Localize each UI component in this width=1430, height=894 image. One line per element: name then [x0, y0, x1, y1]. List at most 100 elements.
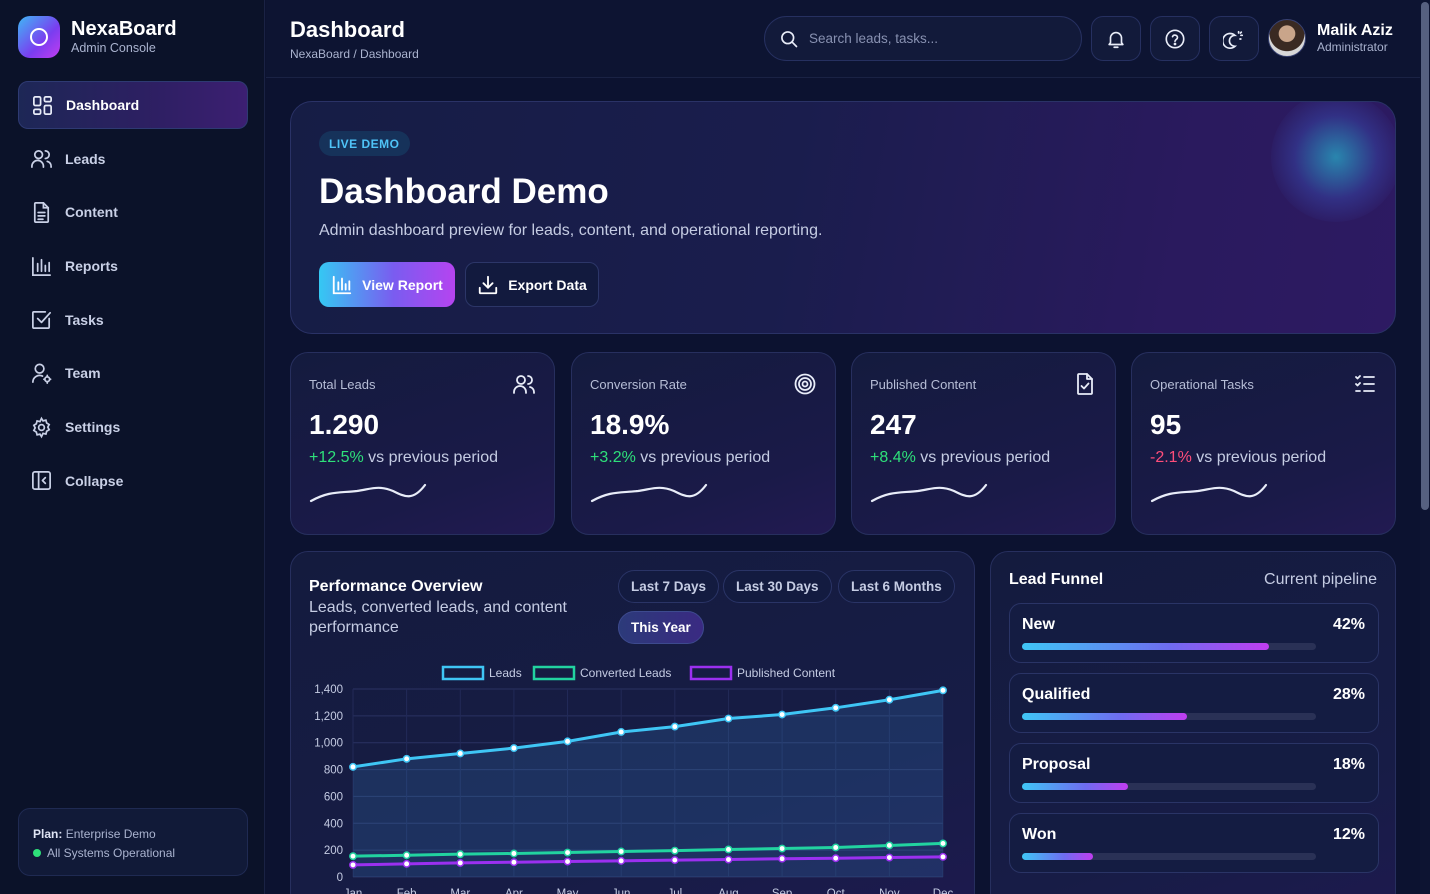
live-demo-badge: LIVE DEMO — [319, 131, 410, 156]
sidebar-item-dashboard[interactable]: Dashboard — [18, 81, 248, 129]
file-check-icon — [1077, 373, 1093, 395]
funnel-stage-proposal[interactable]: Proposal 18% — [1009, 743, 1379, 803]
sparkline — [870, 483, 988, 503]
data-point — [509, 744, 518, 753]
sidebar-item-team[interactable]: Team — [18, 349, 248, 397]
x-tick-label: Nov — [879, 888, 900, 894]
data-point — [724, 855, 733, 864]
range-this-year[interactable]: This Year — [618, 611, 704, 644]
sidebar-item-label: Content — [65, 204, 118, 221]
user-menu[interactable]: Malik Aziz Administrator — [1268, 19, 1393, 57]
view-report-label: View Report — [362, 276, 443, 293]
stat-card-operational-tasks[interactable]: Operational Tasks 95 -2.1% vs previous p… — [1131, 352, 1396, 535]
theme-toggle-button[interactable] — [1209, 16, 1259, 61]
x-tick-label: Sep — [772, 888, 792, 894]
x-tick-label: Dec — [933, 888, 954, 894]
stage-progress-fill — [1022, 713, 1187, 720]
stat-label: Total Leads — [309, 377, 376, 392]
search-input[interactable] — [809, 31, 1059, 46]
data-point — [349, 762, 357, 771]
sidebar-item-content[interactable]: Content — [18, 188, 248, 236]
search-icon — [781, 30, 798, 47]
scrollbar-thumb[interactable] — [1421, 2, 1429, 510]
range-last-6-months[interactable]: Last 6 Months — [838, 570, 955, 603]
data-point — [724, 714, 733, 723]
download-icon — [479, 275, 498, 294]
stage-progress-track — [1022, 783, 1316, 790]
sidebar-item-tasks[interactable]: Tasks — [18, 296, 248, 344]
stat-change-value: +12.5% — [309, 449, 364, 466]
export-data-label: Export Data — [508, 276, 587, 293]
stat-change-value: -2.1% — [1150, 449, 1192, 466]
target-icon — [794, 373, 816, 395]
sidebar-item-label: Tasks — [65, 311, 104, 328]
y-tick-label: 600 — [324, 791, 343, 803]
topbar: Dashboard NexaBoard / Dashboard Malik Az… — [266, 0, 1420, 78]
sidebar-nav: Dashboard Leads Content Reports Tasks Te… — [18, 81, 248, 511]
bar-chart-icon — [333, 275, 352, 294]
data-point — [617, 856, 626, 865]
stat-card-published-content[interactable]: Published Content 247 +8.4% vs previous … — [851, 352, 1116, 535]
y-tick-label: 1,400 — [314, 684, 343, 696]
plan-label: Plan: — [33, 827, 63, 841]
search-box[interactable] — [764, 16, 1082, 61]
stage-name: Won — [1022, 826, 1057, 843]
status-dot-icon — [33, 849, 41, 857]
stat-change-value: +3.2% — [590, 449, 636, 466]
funnel-stage-new[interactable]: New 42% — [1009, 603, 1379, 663]
stat-value: 247 — [870, 409, 917, 440]
data-point — [670, 856, 679, 865]
range-last-30-days[interactable]: Last 30 Days — [723, 570, 832, 603]
export-data-button[interactable]: Export Data — [465, 262, 599, 307]
x-tick-label: Mar — [450, 888, 470, 894]
legend-swatch — [532, 665, 576, 681]
funnel-stage-qualified[interactable]: Qualified 28% — [1009, 673, 1379, 733]
data-point — [402, 851, 411, 860]
data-point — [831, 843, 840, 852]
help-button[interactable] — [1150, 16, 1200, 61]
data-point — [831, 703, 840, 712]
sidebar-item-label: Settings — [65, 419, 121, 436]
stage-progress-fill — [1022, 783, 1128, 790]
sidebar-item-reports[interactable]: Reports — [18, 242, 248, 290]
view-report-button[interactable]: View Report — [319, 262, 455, 307]
data-point — [885, 853, 894, 862]
data-point — [670, 846, 679, 855]
stage-name: Proposal — [1022, 756, 1091, 773]
stage-progress-fill — [1022, 643, 1269, 650]
stage-progress-track — [1022, 713, 1316, 720]
sidebar-collapse-icon — [32, 471, 51, 491]
sidebar-item-leads[interactable]: Leads — [18, 135, 248, 183]
y-tick-label: 400 — [324, 818, 343, 830]
data-point — [885, 695, 894, 704]
help-icon — [1165, 28, 1185, 49]
stage-percent: 12% — [1332, 826, 1365, 843]
data-point — [563, 737, 572, 746]
data-point — [939, 839, 947, 848]
series-line — [352, 841, 944, 858]
legend-label: Leads — [489, 666, 522, 680]
sidebar-item-collapse[interactable]: Collapse — [18, 457, 248, 505]
stage-percent: 18% — [1332, 756, 1365, 773]
data-point — [456, 749, 465, 758]
data-point — [885, 841, 894, 850]
breadcrumb: NexaBoard / Dashboard — [290, 47, 419, 61]
stat-card-total-leads[interactable]: Total Leads 1.290 +12.5% vs previous per… — [290, 352, 555, 535]
sidebar-item-settings[interactable]: Settings — [18, 403, 248, 451]
system-status-text: All Systems Operational — [47, 846, 176, 860]
notifications-button[interactable] — [1091, 16, 1141, 61]
y-tick-label: 1,200 — [314, 711, 343, 723]
legend-label: Converted Leads — [580, 666, 671, 680]
data-point — [939, 686, 947, 695]
stat-change: -2.1% vs previous period — [1150, 449, 1326, 467]
brand-name: NexaBoard — [71, 18, 177, 40]
stage-progress-track — [1022, 643, 1316, 650]
range-last-7-days[interactable]: Last 7 Days — [618, 570, 720, 603]
data-point — [778, 854, 787, 863]
x-tick-label: Apr — [505, 888, 523, 894]
checklist-icon — [1355, 375, 1375, 392]
funnel-stage-won[interactable]: Won 12% — [1009, 813, 1379, 873]
stat-card-conversion-rate[interactable]: Conversion Rate 18.9% +3.2% vs previous … — [571, 352, 836, 535]
brand[interactable]: NexaBoard Admin Console — [18, 16, 177, 58]
